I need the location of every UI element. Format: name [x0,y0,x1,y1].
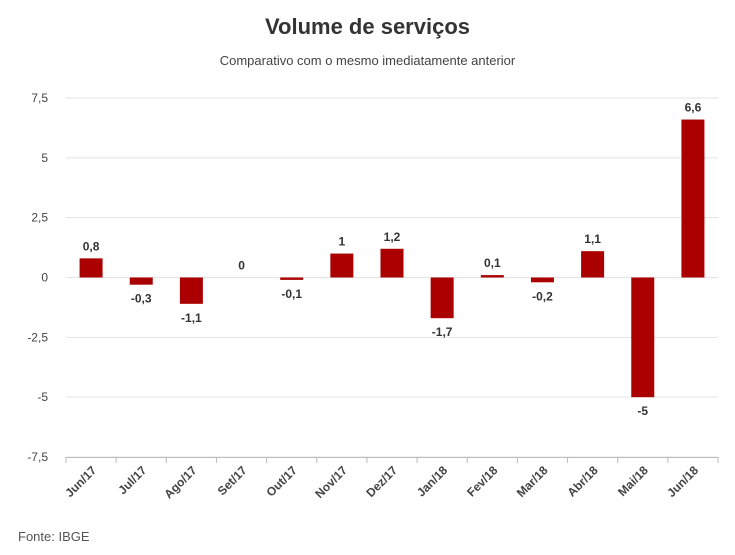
bar [581,251,605,278]
y-tick-label: 5 [41,151,48,165]
x-tick-label: Jun/18 [664,463,701,500]
x-tick-label: Dez/17 [363,463,400,500]
source-note: Fonte: IBGE [18,529,90,544]
data-label: 0 [238,259,245,273]
y-tick-label: 2,5 [31,211,48,225]
bar [530,277,554,283]
data-label: -5 [637,404,648,418]
bar [79,258,103,278]
bar [631,277,655,398]
x-tick-label: Mai/18 [615,463,651,499]
data-label: -1,1 [181,311,202,325]
data-label: -1,7 [432,325,453,339]
data-label: -0,1 [281,287,302,301]
bar [480,275,504,278]
x-tick-label: Out/17 [264,463,301,500]
bar [380,248,404,278]
x-tick-label: Jun/17 [62,463,99,500]
x-tick-label: Ago/17 [161,463,199,501]
data-label: 0,8 [83,239,100,253]
data-label: 1,2 [384,230,401,244]
bar [280,277,304,280]
y-tick-label: 7,5 [31,91,48,105]
bar [430,277,454,319]
y-tick-label: -5 [37,390,48,404]
x-tick-label: Jul/17 [115,463,149,497]
chart-title: Volume de serviços [264,14,470,39]
x-tick-label: Mar/18 [514,463,551,500]
data-label: 6,6 [685,101,702,115]
bar [179,277,203,304]
y-tick-label: -2,5 [27,330,48,344]
data-label: 1 [339,235,346,249]
x-tick-label: Fev/18 [464,463,501,500]
y-tick-label: -7,5 [27,450,48,464]
data-label: -0,3 [131,292,152,306]
x-tick-label: Jan/18 [414,463,451,500]
x-tick-label: Set/17 [215,463,250,498]
data-label: -0,2 [532,289,553,303]
bar [681,119,705,278]
x-tick-label: Nov/17 [312,463,350,501]
bar [330,253,354,278]
chart-subtitle: Comparativo com o mesmo imediatamente an… [219,53,516,68]
data-label: 1,1 [584,232,601,246]
y-tick-label: 0 [41,271,48,285]
x-tick-label: Abr/18 [564,463,601,500]
data-label: 0,1 [484,256,501,270]
bar [129,277,153,285]
